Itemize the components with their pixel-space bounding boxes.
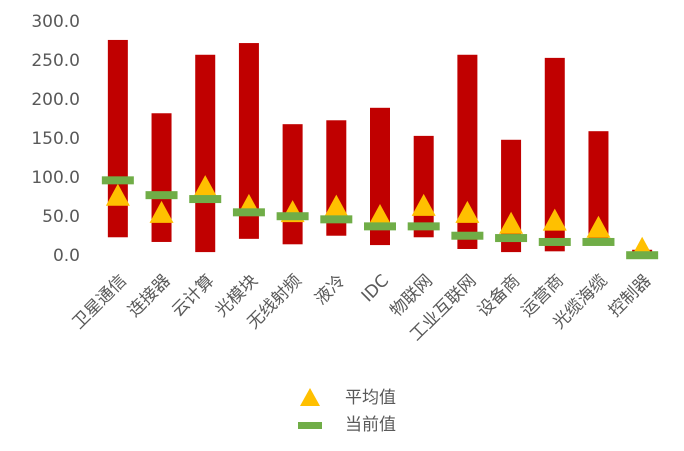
y-tick-label: 300.0 [31, 12, 80, 32]
current-marker [626, 251, 659, 260]
current-marker [538, 237, 571, 246]
x-tick-label: 连接器 [124, 271, 174, 321]
x-tick-label: 卫星通信 [69, 271, 131, 333]
legend-label: 平均值 [345, 388, 396, 408]
average-marker [324, 194, 349, 217]
current-marker [145, 191, 178, 200]
current-marker [495, 234, 528, 243]
average-marker [193, 175, 218, 198]
y-tick-label: 250.0 [31, 51, 80, 71]
average-marker [411, 193, 436, 216]
range-bar [151, 113, 172, 242]
legend-marker [298, 422, 322, 429]
average-marker [586, 215, 611, 238]
y-tick-label: 100.0 [31, 168, 80, 188]
average-marker [542, 208, 567, 231]
average-marker [499, 211, 524, 234]
range-bar [238, 43, 259, 239]
range-bar [195, 54, 216, 253]
current-marker [276, 212, 309, 221]
x-tick-label: 液冷 [311, 271, 349, 309]
average-marker [368, 204, 392, 226]
range-bar [588, 131, 609, 245]
x-tick-label: 设备商 [474, 271, 524, 321]
range-bar [544, 57, 565, 252]
y-tick-label: 200.0 [31, 90, 80, 110]
y-tick-label: 50.0 [42, 207, 80, 227]
range-bar [107, 39, 128, 238]
range-bar [370, 107, 390, 246]
average-marker [149, 200, 174, 223]
current-marker [101, 176, 134, 185]
range-bar [413, 135, 434, 238]
x-tick-label: 控制器 [605, 271, 655, 321]
current-marker [582, 237, 615, 246]
x-tick-label: 云计算 [168, 271, 218, 321]
current-marker [189, 195, 222, 204]
average-marker [105, 183, 130, 206]
legend-marker [300, 388, 320, 406]
current-marker [320, 215, 353, 224]
x-tick-label: IDC [358, 271, 393, 306]
average-marker [455, 200, 480, 223]
current-marker [232, 208, 265, 217]
current-marker [364, 222, 396, 231]
range-bar [457, 54, 478, 249]
current-marker [451, 231, 484, 240]
range-bar [282, 124, 303, 245]
y-tick-label: 0.0 [53, 246, 80, 266]
y-tick-label: 150.0 [31, 129, 80, 149]
legend-label: 当前值 [345, 415, 396, 435]
current-marker [407, 222, 440, 231]
